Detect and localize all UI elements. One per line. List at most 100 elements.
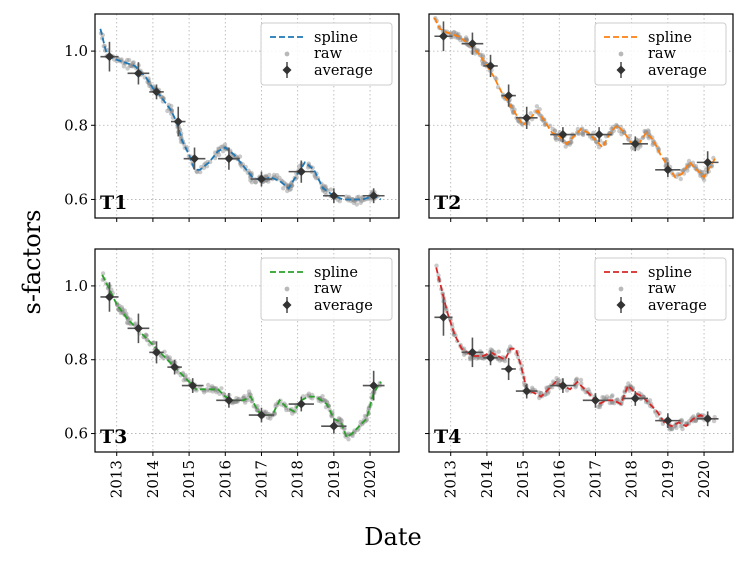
raw-point <box>456 31 461 37</box>
raw-point <box>628 383 633 388</box>
average-marker <box>438 31 448 41</box>
average-point <box>127 62 150 85</box>
average-point <box>323 188 345 204</box>
raw-point <box>129 63 134 69</box>
raw-point <box>536 390 542 395</box>
raw-point <box>609 394 614 399</box>
average-marker <box>152 87 162 97</box>
average-point <box>515 383 538 399</box>
average-point <box>696 411 719 427</box>
average-point <box>515 106 538 129</box>
average-point <box>501 84 516 107</box>
x-tick-label: 2014 <box>144 460 162 498</box>
raw-point <box>271 172 277 178</box>
raw-point <box>322 398 327 403</box>
y-tick-label: 0.8 <box>64 351 88 369</box>
raw-point <box>216 152 222 158</box>
average-marker <box>152 347 162 357</box>
raw-point <box>247 392 253 397</box>
average-points <box>100 282 385 434</box>
average-marker <box>173 117 183 127</box>
raw-point <box>265 415 271 420</box>
raw-point <box>461 352 467 357</box>
raw-point <box>243 400 248 405</box>
raw-point <box>336 416 342 421</box>
raw-point <box>249 180 255 185</box>
raw-point <box>693 164 699 169</box>
raw-point <box>290 411 295 416</box>
raw-point <box>538 391 544 396</box>
raw-point <box>359 198 364 203</box>
raw-point <box>630 145 635 151</box>
raw-point <box>450 325 455 330</box>
raw-point <box>246 389 252 394</box>
raw-point <box>597 403 603 408</box>
raw-point <box>667 427 673 432</box>
raw-point <box>273 404 278 409</box>
average-point <box>218 147 240 170</box>
raw-point <box>362 413 368 419</box>
average-marker <box>558 130 568 140</box>
average-point <box>127 313 150 344</box>
average-marker <box>296 399 306 409</box>
raw-point <box>463 35 469 40</box>
raw-point <box>600 395 605 400</box>
average-marker <box>369 191 379 201</box>
x-tick-label: 2015 <box>514 460 532 498</box>
legend-average-label: average <box>314 298 373 314</box>
raw-point <box>122 308 128 313</box>
raw-point <box>672 424 677 429</box>
raw-point <box>198 169 203 175</box>
average-marker <box>703 157 713 167</box>
x-tick-label: 2015 <box>180 460 198 498</box>
raw-point <box>344 194 349 199</box>
raw-point <box>242 394 247 399</box>
raw-point <box>680 426 685 432</box>
average-marker <box>486 353 496 363</box>
raw-point <box>263 409 269 414</box>
raw-point <box>210 384 215 389</box>
legend-spline-label: spline <box>648 30 692 46</box>
average-point <box>586 127 612 142</box>
raw-point <box>520 371 525 376</box>
raw-point <box>496 349 501 354</box>
x-tick-label: 2013 <box>108 460 126 498</box>
raw-point <box>194 169 200 175</box>
raw-point <box>323 398 328 403</box>
raw-point <box>301 394 306 399</box>
raw-point <box>569 140 574 145</box>
raw-point <box>669 426 675 431</box>
raw-point <box>436 273 441 278</box>
average-point <box>696 151 719 174</box>
raw-point <box>321 398 326 403</box>
raw-point <box>239 164 244 169</box>
average-marker <box>590 395 600 405</box>
average-point <box>288 160 314 183</box>
raw-point <box>266 179 271 184</box>
average-point <box>483 54 498 78</box>
raw-point <box>183 373 188 378</box>
average-point <box>501 357 516 381</box>
average-marker <box>663 165 673 175</box>
raw-point <box>175 370 181 375</box>
average-marker <box>522 386 532 396</box>
raw-point <box>219 386 224 391</box>
raw-point <box>638 144 643 149</box>
raw-point <box>687 419 692 424</box>
raw-point <box>125 66 130 71</box>
legend-box <box>260 22 393 86</box>
average-point <box>582 392 609 408</box>
raw-point <box>614 122 619 128</box>
panel-t3: 0.6 0.8 1.0 2013 2014 2015 2016 2017 2018 2019 202… <box>64 248 400 498</box>
average-point <box>183 147 206 170</box>
raw-point <box>205 387 210 392</box>
raw-point <box>568 139 573 145</box>
legend-raw-swatch <box>284 51 290 57</box>
raw-point <box>165 356 171 361</box>
raw-point <box>601 395 607 400</box>
average-point <box>181 378 204 393</box>
average-marker <box>224 154 234 164</box>
